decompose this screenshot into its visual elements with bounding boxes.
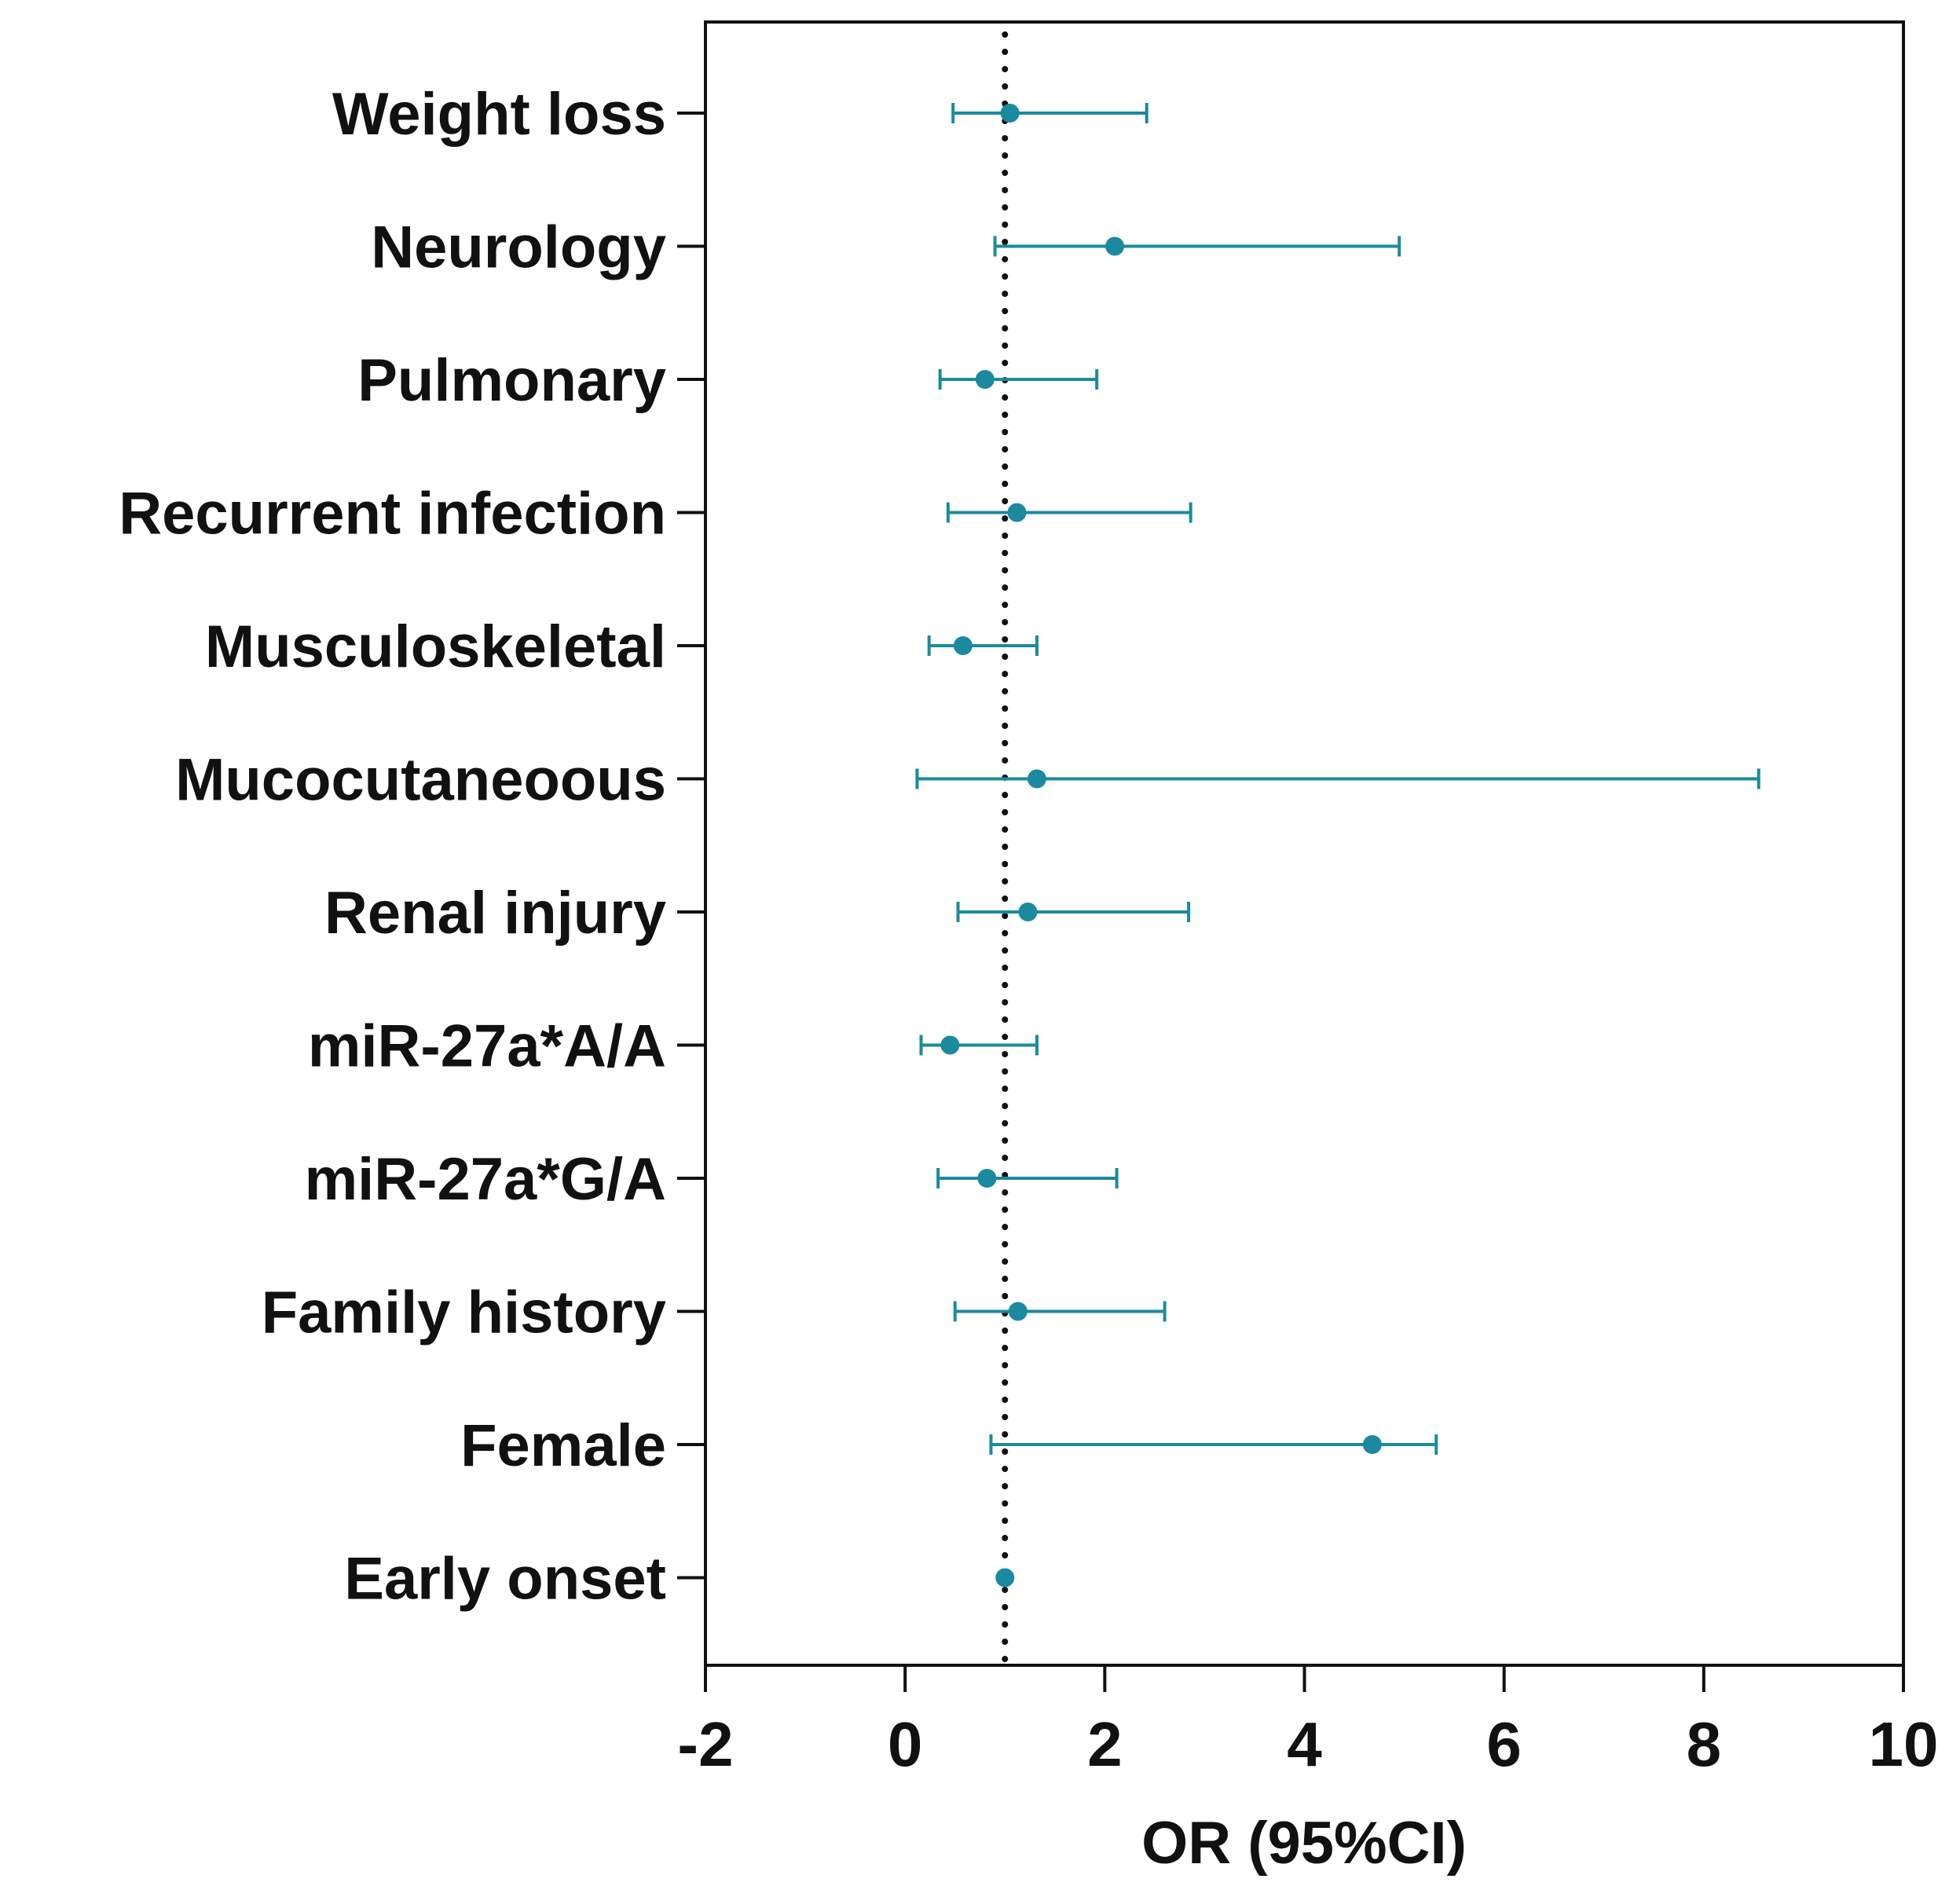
label-musculoskeletal: Musculoskeletal [205,613,666,680]
label-renal-injury: Renal injury [324,880,666,947]
x-tick-label-5: 8 [1687,1709,1722,1779]
label-recurrent-infection: Recurrent infection [119,481,666,547]
row-female: Female [460,1412,1438,1479]
or-point-family-history [1008,1302,1028,1321]
or-point-mir-27a-g-a [977,1169,997,1188]
or-point-female [1362,1435,1382,1454]
or-point-renal-injury [1018,903,1038,921]
plot-frame [704,20,1905,1667]
label-pulmonary: Pulmonary [357,347,666,414]
rows-layer: Weight loss Neurology Pulmonary Recurrent i… [119,81,1760,1613]
or-point-pulmonary [975,370,995,389]
x-axis: -2 0 2 4 6 8 10 [677,1665,1938,1779]
x-tick-label-6: 10 [1869,1709,1939,1779]
x-axis-title: OR (95%CI) [1141,1810,1467,1877]
or-point-mucocutaneoous [1027,769,1046,789]
row-neurology: Neurology [371,214,1401,281]
label-neurology: Neurology [371,214,666,281]
label-weight-loss: Weight loss [332,81,666,148]
row-pulmonary: Pulmonary [357,347,1099,414]
row-mir-27a-a-a: miR-27a*A/A [308,1013,1039,1080]
x-tick-label-2: 2 [1087,1709,1123,1779]
label-mir-27a-a-a: miR-27a*A/A [308,1013,666,1080]
label-family-history: Family history [262,1280,666,1346]
or-point-weight-loss [1000,104,1020,123]
row-renal-injury: Renal injury [324,880,1191,947]
row-family-history: Family history [262,1280,1167,1346]
row-mucocutaneoous: Mucocutaneoous [175,747,1760,814]
x-tick-label-0: -2 [677,1709,733,1779]
x-tick-label-4: 6 [1486,1709,1522,1779]
label-female: Female [460,1412,666,1479]
label-mucocutaneoous: Mucocutaneoous [175,747,666,814]
or-point-mir-27a-a-a [940,1035,960,1055]
x-tick-label-3: 4 [1287,1709,1322,1779]
row-weight-loss: Weight loss [332,81,1149,148]
or-point-early-onset [995,1568,1015,1588]
label-early-onset: Early onset [344,1546,666,1613]
row-musculoskeletal: Musculoskeletal [205,613,1039,680]
label-mir-27a-g-a: miR-27a*G/A [305,1146,666,1213]
x-tick-label-1: 0 [888,1709,923,1779]
or-point-recurrent-infection [1007,503,1027,522]
row-mir-27a-g-a: miR-27a*G/A [305,1146,1119,1213]
or-point-musculoskeletal [953,636,973,655]
row-recurrent-infection: Recurrent infection [119,481,1192,547]
or-point-neurology [1105,236,1125,256]
row-early-onset: Early onset [344,1546,1015,1613]
